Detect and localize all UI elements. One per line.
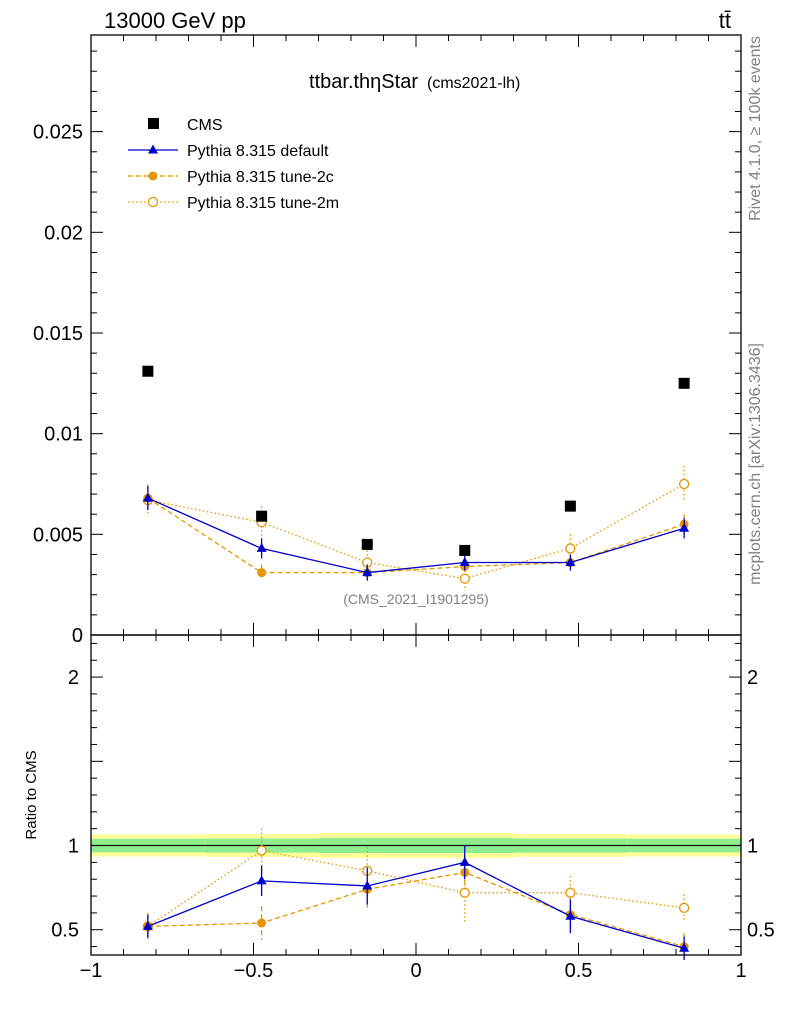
ratio-x-ticks: −1 −0.5 0 0.5 1 bbox=[80, 635, 747, 982]
series-pythia-8-315-tune-2m bbox=[142, 465, 690, 591]
legend-tune-2c-marker bbox=[148, 171, 158, 181]
main-y-tick-label: 0.02 bbox=[44, 222, 83, 244]
legend-entry-tune-2c: Pythia 8.315 tune-2c bbox=[128, 169, 334, 186]
point-pythia-8-315-default bbox=[565, 910, 576, 920]
series-line-pythia-8-315-tune-2m bbox=[147, 849, 685, 927]
ratio-y-tick-label-right: 0.5 bbox=[747, 920, 775, 942]
x-tick-label: 1 bbox=[735, 960, 746, 982]
point-pythia-8-315-default bbox=[362, 567, 373, 577]
x-tick-label: 0.5 bbox=[565, 960, 593, 982]
ratio-y-label: Ratio to CMS bbox=[23, 750, 40, 839]
point-pythia-8-315-default bbox=[362, 880, 373, 890]
ratio-frame bbox=[90, 634, 742, 956]
main-y-tick-label: 0 bbox=[72, 625, 83, 647]
main-subtitle: (cms2021-lh) bbox=[427, 75, 520, 92]
x-tick-label: −0.5 bbox=[234, 960, 273, 982]
x-tick-label: 0 bbox=[410, 960, 421, 982]
series-pythia-8-315-default bbox=[142, 845, 690, 961]
legend-tune-2m-marker bbox=[147, 196, 159, 208]
main-y-tick-label: 0.005 bbox=[33, 524, 83, 546]
point-pythia-8-315-default bbox=[256, 875, 267, 885]
main-y-tick-label: 0.01 bbox=[44, 424, 83, 446]
ratio-series bbox=[142, 828, 690, 961]
series-pythia-8-315-tune-2c bbox=[143, 486, 689, 581]
watermark: (CMS_2021_I1901295) bbox=[343, 591, 489, 607]
main-y-tick-label: 0.015 bbox=[33, 323, 83, 345]
point-pythia-8-315-default bbox=[459, 557, 470, 567]
legend-entry-cms: CMS bbox=[148, 117, 223, 134]
legend-default-label: Pythia 8.315 default bbox=[187, 143, 329, 160]
main-series bbox=[142, 365, 690, 591]
mcplots-label: mcplots.cern.ch [arXiv:1306.3436] bbox=[747, 343, 764, 585]
point-pythia-8-315-default bbox=[256, 542, 267, 552]
point-cms bbox=[256, 510, 268, 522]
point-cms bbox=[564, 500, 576, 512]
point-pythia-8-315-tune-2m bbox=[256, 845, 267, 856]
point-pythia-8-315-tune-2c bbox=[257, 568, 267, 578]
ratio-y-tick-label-left: 1 bbox=[68, 836, 79, 858]
legend-tune-2c-label: Pythia 8.315 tune-2c bbox=[187, 169, 334, 186]
point-pythia-8-315-default bbox=[679, 522, 690, 532]
legend-tune-2m-label: Pythia 8.315 tune-2m bbox=[187, 195, 339, 212]
series-line-pythia-8-315-tune-2m bbox=[147, 483, 685, 580]
legend-cms-label: CMS bbox=[187, 117, 223, 134]
point-cms bbox=[142, 365, 154, 377]
legend-cms-marker bbox=[148, 118, 159, 129]
ratio-y-tick-label-left: 0.5 bbox=[51, 920, 79, 942]
series-line-pythia-8-315-default bbox=[147, 861, 685, 949]
legend-entry-tune-2m: Pythia 8.315 tune-2m bbox=[128, 195, 339, 212]
point-cms bbox=[678, 377, 690, 389]
point-pythia-8-315-tune-2c bbox=[257, 918, 267, 928]
legend: CMS Pythia 8.315 default Pythia 8.315 tu… bbox=[128, 117, 339, 212]
main-y-ticks: 0 0.005 0.01 0.015 0.02 0.025 bbox=[33, 35, 742, 647]
point-pythia-8-315-tune-2m bbox=[565, 543, 576, 554]
main-panel: ttbar.thηStar (cms2021-lh) (CMS_2021_I19… bbox=[33, 34, 742, 647]
ratio-y-tick-label-right: 1 bbox=[747, 836, 758, 858]
ratio-y-tick-label-right: 2 bbox=[747, 667, 758, 689]
point-pythia-8-315-default bbox=[142, 920, 153, 930]
point-pythia-8-315-tune-2m bbox=[459, 573, 470, 584]
legend-default-marker bbox=[148, 144, 158, 154]
series-line-pythia-8-315-tune-2c bbox=[147, 497, 685, 574]
ratio-y-tick-label-left: 2 bbox=[68, 667, 79, 689]
ratio-uncertainty-bands bbox=[91, 832, 741, 859]
point-cms bbox=[459, 544, 471, 556]
point-pythia-8-315-tune-2m bbox=[678, 902, 690, 913]
ratio-y-ticks: 0.5 0.5 1 1 2 2 bbox=[51, 642, 775, 948]
point-pythia-8-315-default bbox=[459, 856, 470, 866]
main-y-tick-label: 0.025 bbox=[33, 122, 83, 144]
rivet-label: Rivet 4.1.0, ≥ 100k events bbox=[747, 36, 764, 221]
header-right-title: tt̄ bbox=[719, 8, 731, 33]
x-tick-label: −1 bbox=[80, 960, 103, 982]
main-title: ttbar.thηStar bbox=[309, 71, 418, 93]
ratio-panel: 0.5 0.51 12 2 −1 −0.5 0 0.5 1 Ratio to CMS bbox=[23, 634, 775, 982]
series-line-pythia-8-315-default bbox=[147, 497, 685, 574]
legend-entry-default: Pythia 8.315 default bbox=[128, 143, 329, 160]
series-pythia-8-315-default bbox=[142, 486, 690, 581]
point-cms bbox=[361, 538, 373, 550]
header-left-title: 13000 GeV pp bbox=[104, 8, 246, 33]
point-pythia-8-315-default bbox=[565, 557, 576, 567]
series-cms bbox=[142, 365, 690, 556]
series-line-pythia-8-315-tune-2c bbox=[147, 871, 685, 948]
point-pythia-8-315-tune-2m bbox=[678, 478, 690, 490]
point-pythia-8-315-tune-2m bbox=[459, 887, 470, 898]
point-pythia-8-315-default bbox=[679, 942, 690, 952]
point-pythia-8-315-default bbox=[142, 492, 153, 502]
point-pythia-8-315-tune-2m bbox=[565, 887, 576, 898]
